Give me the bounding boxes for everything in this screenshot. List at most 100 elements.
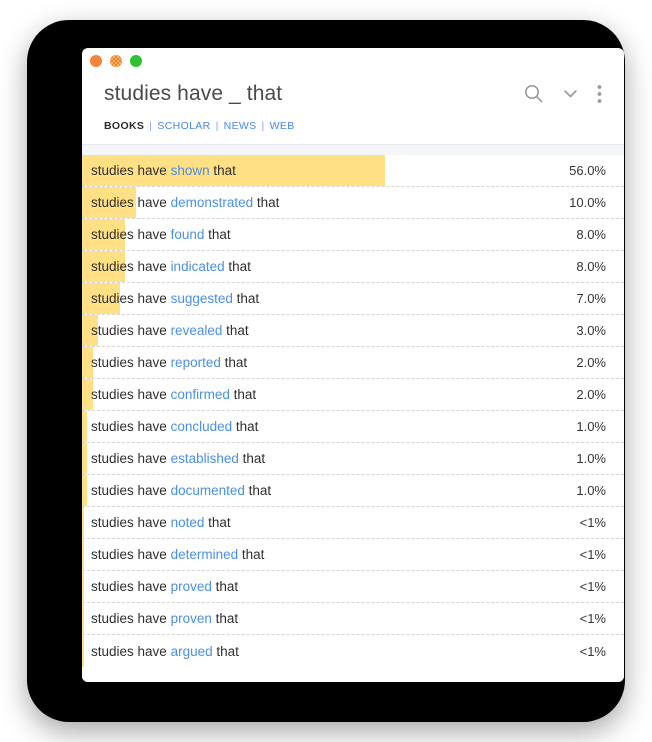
phrase-suffix: that <box>232 419 259 434</box>
phrase-keyword[interactable]: revealed <box>170 323 223 338</box>
phrase-keyword[interactable]: demonstrated <box>170 195 254 210</box>
result-phrase: studies have established that <box>82 451 576 466</box>
result-bar <box>82 603 85 634</box>
phrase-keyword[interactable]: confirmed <box>170 387 230 402</box>
phrase-suffix: that <box>232 291 260 306</box>
page-title: studies have _ that <box>104 82 283 105</box>
phrase-prefix: studies have <box>91 387 171 402</box>
result-row[interactable]: studies have argued that <1% <box>82 635 624 667</box>
result-phrase: studies have demonstrated that <box>82 195 569 210</box>
result-row[interactable]: studies have revealed that 3.0% <box>82 315 624 347</box>
zoom-button[interactable] <box>130 55 142 67</box>
phrase-suffix: that <box>222 323 249 338</box>
result-row[interactable]: studies have proven that <1% <box>82 603 624 635</box>
header-actions <box>523 81 602 104</box>
result-percentage: 1.0% <box>576 451 606 466</box>
header-strip <box>82 145 624 155</box>
phrase-suffix: that <box>204 515 231 530</box>
phrase-suffix: that <box>209 163 236 178</box>
phrase-keyword[interactable]: noted <box>170 515 205 530</box>
phrase-suffix: that <box>224 259 251 274</box>
phrase-prefix: studies have <box>91 355 171 370</box>
nav-link-news[interactable]: NEWS <box>223 120 257 132</box>
phrase-prefix: studies have <box>91 259 171 274</box>
result-row[interactable]: studies have suggested that 7.0% <box>82 283 624 315</box>
nav-link-scholar[interactable]: SCHOLAR <box>157 120 211 132</box>
phrase-prefix: studies have <box>91 419 171 434</box>
result-row[interactable]: studies have documented that 1.0% <box>82 475 624 507</box>
phrase-prefix: studies have <box>91 483 171 498</box>
result-row[interactable]: studies have reported that 2.0% <box>82 347 624 379</box>
result-row[interactable]: studies have concluded that 1.0% <box>82 411 624 443</box>
result-bar <box>82 379 93 410</box>
app-window: studies have _ that <box>82 48 624 682</box>
phrase-keyword[interactable]: shown <box>170 163 210 178</box>
close-button[interactable] <box>90 55 102 67</box>
phrase-suffix: that <box>211 579 239 594</box>
phrase-suffix: that <box>204 227 231 242</box>
phrase-prefix: studies have <box>91 291 171 306</box>
result-bar <box>82 571 85 602</box>
phrase-suffix: that <box>229 387 257 402</box>
result-phrase: studies have reported that <box>82 355 576 370</box>
chevron-down-icon[interactable] <box>561 84 580 103</box>
phrase-keyword[interactable]: concluded <box>170 419 233 434</box>
result-bar <box>82 155 385 186</box>
result-phrase: studies have argued that <box>82 644 580 659</box>
result-row[interactable]: studies have demonstrated that 10.0% <box>82 187 624 219</box>
phrase-suffix: that <box>253 195 280 210</box>
more-vertical-icon[interactable] <box>597 84 602 104</box>
nav-link-books: BOOKS <box>104 120 145 132</box>
result-row[interactable]: studies have shown that 56.0% <box>82 155 624 187</box>
phrase-keyword[interactable]: determined <box>170 547 239 562</box>
phrase-suffix: that <box>212 643 239 659</box>
phrase-prefix: studies have <box>91 579 171 594</box>
result-percentage: 8.0% <box>576 259 606 274</box>
phrase-keyword[interactable]: established <box>170 451 239 466</box>
result-row[interactable]: studies have indicated that 8.0% <box>82 251 624 283</box>
phrase-keyword[interactable]: indicated <box>170 259 225 274</box>
result-row[interactable]: studies have noted that <1% <box>82 507 624 539</box>
nav-link-web[interactable]: WEB <box>269 120 295 132</box>
phrase-suffix: that <box>238 451 266 466</box>
window-header: studies have _ that <box>82 48 624 144</box>
result-phrase: studies have confirmed that <box>82 387 576 402</box>
result-percentage: 7.0% <box>576 291 606 306</box>
result-row[interactable]: studies have confirmed that 2.0% <box>82 379 624 411</box>
result-bar <box>82 443 88 474</box>
phrase-keyword[interactable]: proved <box>170 579 212 594</box>
phrase-prefix: studies have <box>91 227 171 242</box>
phrase-prefix: studies have <box>91 515 171 530</box>
result-row[interactable]: studies have established that 1.0% <box>82 443 624 475</box>
phrase-keyword[interactable]: proven <box>170 611 212 626</box>
phrase-keyword[interactable]: suggested <box>170 291 233 306</box>
phrase-suffix: that <box>244 483 272 498</box>
result-bar <box>82 411 88 442</box>
result-row[interactable]: studies have found that 8.0% <box>82 219 624 251</box>
result-bar <box>82 283 120 314</box>
source-nav: BOOKS | SCHOLAR | NEWS | WEB <box>104 120 602 144</box>
minimize-button[interactable] <box>110 55 122 67</box>
phrase-keyword[interactable]: argued <box>170 643 213 659</box>
result-row[interactable]: studies have proved that <1% <box>82 571 624 603</box>
result-row[interactable]: studies have determined that <1% <box>82 539 624 571</box>
result-percentage: 3.0% <box>576 323 606 338</box>
result-percentage: 56.0% <box>569 163 606 178</box>
phrase-prefix: studies have <box>91 451 171 466</box>
nav-separator: | <box>215 120 219 132</box>
result-bar <box>82 539 85 570</box>
result-phrase: studies have proven that <box>82 611 580 626</box>
result-bar <box>82 187 137 218</box>
phrase-prefix: studies have <box>91 611 171 626</box>
phrase-keyword[interactable]: reported <box>170 355 221 370</box>
search-icon[interactable] <box>523 83 544 104</box>
result-percentage: <1% <box>579 547 606 562</box>
result-bar <box>82 251 126 282</box>
phrase-keyword[interactable]: documented <box>170 483 245 498</box>
result-percentage: 1.0% <box>576 483 606 498</box>
phrase-keyword[interactable]: found <box>170 227 205 242</box>
window-controls <box>90 55 142 67</box>
phrase-prefix: studies have <box>91 195 171 210</box>
result-phrase: studies have concluded that <box>82 419 576 434</box>
phrase-suffix: that <box>211 611 239 626</box>
